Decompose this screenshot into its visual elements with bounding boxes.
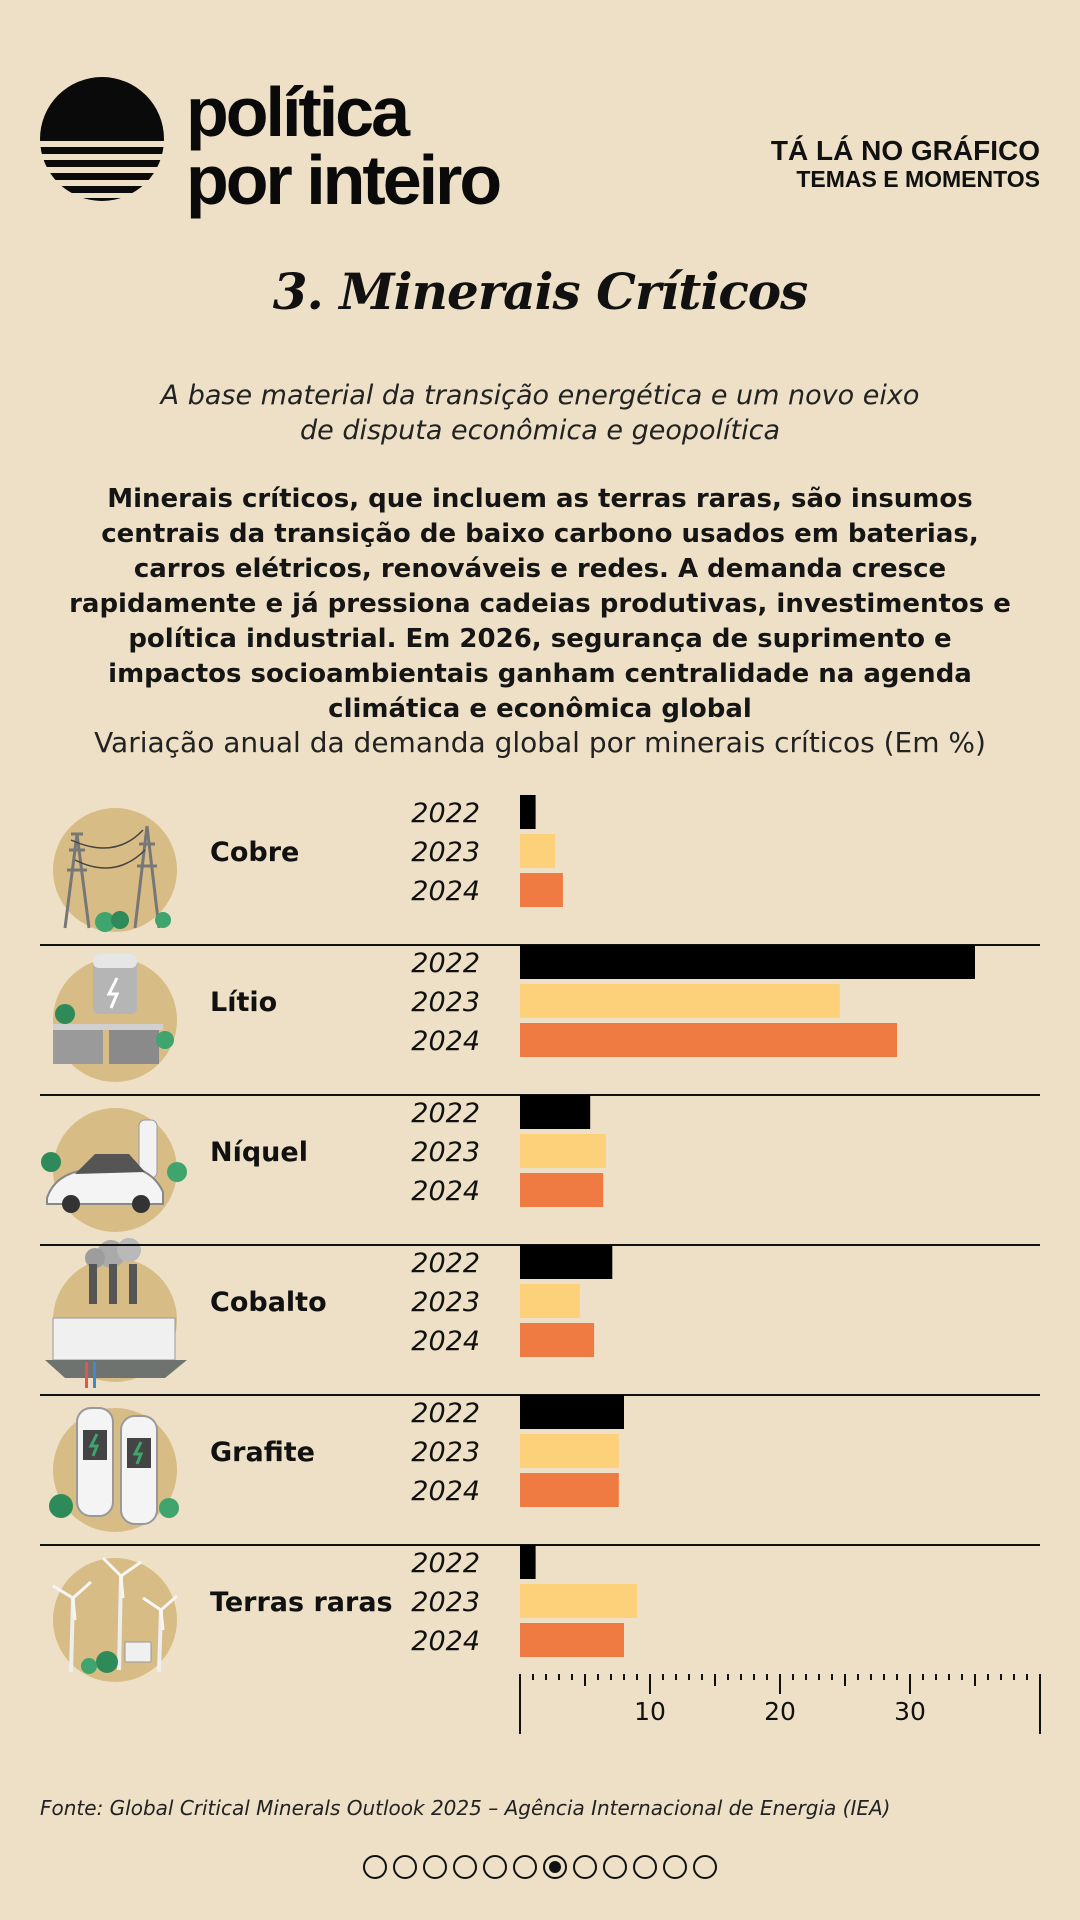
- page-dot[interactable]: [483, 1855, 507, 1879]
- page-dot[interactable]: [573, 1855, 597, 1879]
- bar-níquel-2024: [520, 1173, 604, 1207]
- carousel-pagination: [0, 1855, 1080, 1879]
- bar-cobalto-2023: [520, 1284, 580, 1318]
- page-dot[interactable]: [393, 1855, 417, 1879]
- source-note: Fonte: Global Critical Minerals Outlook …: [40, 1796, 891, 1820]
- electric-car-charger-icon: [41, 1108, 187, 1232]
- category-label: Cobalto: [210, 1287, 327, 1318]
- chart-title: Variação anual da demanda global por min…: [94, 726, 986, 759]
- bar-terras-raras-2022: [520, 1545, 536, 1579]
- page-dot[interactable]: [363, 1855, 387, 1879]
- bar-grafite-2022: [520, 1395, 624, 1429]
- bar-cobre-2023: [520, 834, 556, 868]
- bar-chart: Cobre 2022 2023 2024 Lítio 2022 2023 2024 Níquel…: [40, 795, 1041, 1734]
- bar-cobalto-2022: [520, 1245, 613, 1279]
- year-label: 2023: [411, 1587, 480, 1618]
- brand-line-1: política: [186, 73, 410, 151]
- bar-níquel-2022: [520, 1095, 591, 1129]
- page-dot[interactable]: [423, 1855, 447, 1879]
- bar-cobalto-2024: [520, 1323, 595, 1357]
- year-label: 2023: [411, 987, 480, 1018]
- page-dot[interactable]: [663, 1855, 687, 1879]
- wind-turbines-icon: [52, 1556, 178, 1682]
- x-tick-label: 20: [764, 1697, 796, 1726]
- year-label: 2024: [411, 1476, 480, 1507]
- bar-terras-raras-2023: [520, 1584, 637, 1618]
- category-label: Níquel: [210, 1137, 308, 1168]
- intro-paragraph: Minerais críticos, que incluem as terras…: [69, 484, 1011, 724]
- x-tick-label: 30: [894, 1697, 926, 1726]
- x-tick-label: 10: [634, 1697, 666, 1726]
- year-label: 2023: [411, 1287, 480, 1318]
- bar-cobre-2024: [520, 873, 563, 907]
- bar-lítio-2024: [520, 1023, 897, 1057]
- bar-cobre-2022: [520, 795, 536, 829]
- page-dot[interactable]: [693, 1855, 717, 1879]
- logo-icon: [40, 77, 164, 201]
- year-label: 2024: [411, 876, 480, 907]
- page-dot[interactable]: [513, 1855, 537, 1879]
- page-dot[interactable]: [633, 1855, 657, 1879]
- battery-storage-icon: [53, 954, 177, 1082]
- year-label: 2024: [411, 1626, 480, 1657]
- bar-terras-raras-2024: [520, 1623, 624, 1657]
- page-title: 3. Minerais Críticos: [272, 262, 809, 321]
- year-label: 2023: [411, 1137, 480, 1168]
- year-label: 2024: [411, 1176, 480, 1207]
- bar-lítio-2023: [520, 984, 840, 1018]
- power-lines-icon: [53, 808, 177, 932]
- category-label: Lítio: [210, 987, 277, 1018]
- series-header: TÁ LÁ NO GRÁFICO TEMAS E MOMENTOS: [770, 135, 1040, 193]
- year-label: 2022: [411, 1548, 480, 1579]
- year-label: 2022: [411, 1098, 480, 1129]
- charging-stations-icon: [49, 1407, 179, 1532]
- year-label: 2022: [411, 1248, 480, 1279]
- series-title: TÁ LÁ NO GRÁFICO: [770, 135, 1040, 166]
- factory-icon: [45, 1238, 187, 1388]
- year-label: 2022: [411, 798, 480, 829]
- page-dot[interactable]: [603, 1855, 627, 1879]
- year-label: 2022: [411, 948, 480, 979]
- page-dot-active[interactable]: [543, 1855, 567, 1879]
- year-label: 2023: [411, 837, 480, 868]
- page-subtitle: A base material da transição energética …: [160, 380, 920, 446]
- bar-lítio-2022: [520, 945, 975, 979]
- bar-grafite-2024: [520, 1473, 619, 1507]
- brand-wordmark: política por inteiro: [186, 73, 502, 219]
- year-label: 2023: [411, 1437, 480, 1468]
- year-label: 2022: [411, 1398, 480, 1429]
- series-subtitle: TEMAS E MOMENTOS: [796, 166, 1040, 192]
- category-label: Cobre: [210, 837, 299, 868]
- brand-line-2: por inteiro: [186, 141, 502, 219]
- year-label: 2024: [411, 1026, 480, 1057]
- category-label: Terras raras: [210, 1587, 393, 1618]
- bar-grafite-2023: [520, 1434, 619, 1468]
- category-label: Grafite: [210, 1437, 315, 1468]
- year-label: 2024: [411, 1326, 480, 1357]
- page-dot[interactable]: [453, 1855, 477, 1879]
- bar-níquel-2023: [520, 1134, 606, 1168]
